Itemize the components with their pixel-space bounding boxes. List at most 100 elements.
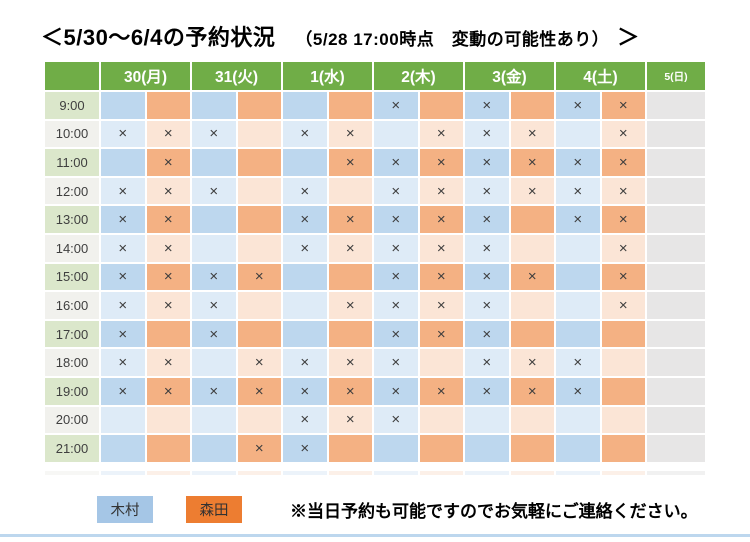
availability-cell: × [419,206,463,233]
availability-cell: × [556,177,600,205]
availability-cell: × [510,149,554,176]
availability-cell: × [283,206,327,233]
availability-cell [283,263,327,291]
day-header-cell: 31(火) [192,62,281,90]
closed-cell [647,377,705,405]
availability-cell: × [601,234,645,262]
availability-cell: × [465,177,509,205]
time-cell: 11:00 [45,149,99,176]
availability-cell: × [510,120,554,148]
availability-cell [601,406,645,434]
availability-cell: × [510,349,554,376]
availability-cell: × [374,149,418,176]
time-cell: 13:00 [45,206,99,233]
availability-cell: × [146,149,190,176]
closed-cell [647,206,705,233]
availability-cell: × [510,377,554,405]
legend: 木村 森田 ※当日予約も可能ですのでお気軽にご連絡ください。 [97,496,698,523]
availability-cell: × [328,120,372,148]
time-cell: 21:00 [45,435,99,462]
time-cell: 9:00 [45,92,99,119]
availability-cell [374,435,418,462]
availability-cell [465,435,509,462]
availability-cell: × [192,292,236,319]
table-bottom-edge [45,471,705,475]
availability-cell [146,435,190,462]
availability-cell [192,206,236,233]
availability-cell: × [192,263,236,291]
availability-cell: × [101,292,145,319]
availability-cell [146,406,190,434]
availability-cell [556,406,600,434]
title-timestamp-note: （5/28 17:00時点 変動の可能性あり） [295,30,610,49]
availability-cell: × [328,234,372,262]
time-cell: 15:00 [45,263,99,291]
availability-cell [328,263,372,291]
availability-cell: × [146,263,190,291]
availability-cell: × [556,206,600,233]
edge-segment [237,471,281,475]
availability-cell: × [146,349,190,376]
availability-cell [328,435,372,462]
availability-cell: × [328,406,372,434]
closed-cell [647,406,705,434]
title-close-bracket: ＞ [617,25,640,50]
page-title: ＜5/30～6/4の予約状況 （5/28 17:00時点 変動の可能性あり） ＞ [41,20,639,52]
availability-cell [237,234,281,262]
availability-cell: × [283,435,327,462]
edge-segment [192,471,236,475]
availability-cell: × [556,92,600,119]
availability-cell: × [419,292,463,319]
availability-cell: × [283,406,327,434]
closed-cell [647,349,705,376]
availability-cell: × [328,377,372,405]
availability-cell: × [374,406,418,434]
availability-cell [556,320,600,348]
availability-cell: × [237,263,281,291]
availability-cell [146,92,190,119]
availability-cell: × [192,377,236,405]
availability-cell [374,120,418,148]
availability-cell [101,149,145,176]
closed-cell [647,92,705,119]
availability-cell: × [283,234,327,262]
availability-cell: × [192,177,236,205]
availability-cell: × [465,263,509,291]
availability-cell: × [601,92,645,119]
availability-cell: × [601,263,645,291]
availability-cell: × [419,234,463,262]
availability-cell [283,320,327,348]
availability-cell: × [192,320,236,348]
availability-cell [283,292,327,319]
availability-cell: × [101,206,145,233]
availability-cell: × [556,149,600,176]
availability-cell: × [556,349,600,376]
availability-cell [237,92,281,119]
availability-cell: × [419,377,463,405]
availability-cell: × [328,349,372,376]
closed-cell [647,177,705,205]
availability-cell [510,406,554,434]
availability-cell: × [510,263,554,291]
availability-cell: × [101,377,145,405]
availability-cell: × [419,263,463,291]
time-cell: 12:00 [45,177,99,205]
edge-segment [510,471,554,475]
availability-cell: × [283,349,327,376]
day-header-cell: 1(水) [283,62,372,90]
availability-cell [192,92,236,119]
availability-cell: × [101,320,145,348]
closed-cell [647,320,705,348]
availability-cell: × [237,349,281,376]
availability-cell [510,320,554,348]
availability-cell: × [283,177,327,205]
day-header-cell: 2(木) [374,62,463,90]
availability-cell [192,234,236,262]
availability-cell [328,92,372,119]
availability-cell: × [283,377,327,405]
availability-cell: × [465,320,509,348]
day-header-cell: 4(土) [556,62,645,90]
availability-cell [510,206,554,233]
edge-segment [419,471,463,475]
